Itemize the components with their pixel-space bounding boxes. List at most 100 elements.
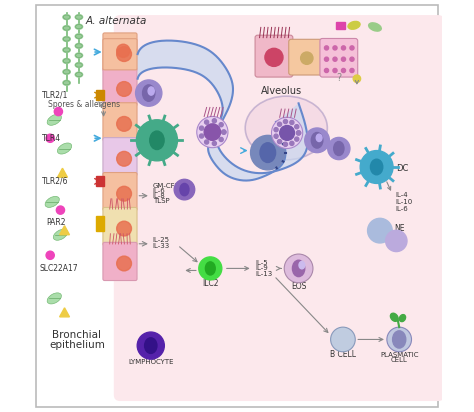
Ellipse shape — [63, 69, 70, 74]
Circle shape — [387, 327, 411, 352]
FancyBboxPatch shape — [96, 90, 104, 100]
Polygon shape — [60, 226, 70, 235]
Text: SLC22A17: SLC22A17 — [40, 264, 79, 273]
Ellipse shape — [260, 143, 275, 162]
Circle shape — [341, 68, 346, 73]
Ellipse shape — [391, 313, 398, 321]
Ellipse shape — [372, 223, 388, 238]
Circle shape — [205, 140, 209, 144]
Circle shape — [117, 256, 131, 271]
Text: epithelium: epithelium — [49, 340, 105, 350]
Circle shape — [136, 80, 162, 106]
Text: DC: DC — [396, 164, 409, 173]
Circle shape — [283, 142, 288, 146]
Ellipse shape — [75, 72, 82, 77]
Circle shape — [272, 117, 303, 148]
Circle shape — [350, 68, 354, 73]
FancyBboxPatch shape — [103, 68, 137, 106]
Ellipse shape — [47, 114, 62, 125]
Circle shape — [204, 124, 220, 140]
Circle shape — [277, 140, 282, 144]
Circle shape — [174, 179, 195, 200]
Ellipse shape — [75, 53, 82, 58]
Circle shape — [117, 44, 130, 57]
Circle shape — [222, 130, 226, 134]
Text: AM: AM — [254, 156, 265, 165]
Circle shape — [197, 117, 228, 147]
Circle shape — [117, 186, 131, 201]
Ellipse shape — [63, 47, 70, 52]
Ellipse shape — [63, 80, 70, 85]
Bar — [336, 22, 345, 29]
Text: IL-33: IL-33 — [153, 243, 170, 249]
Circle shape — [117, 117, 131, 131]
Ellipse shape — [316, 134, 322, 142]
Circle shape — [341, 57, 346, 61]
Circle shape — [290, 141, 294, 145]
Circle shape — [367, 218, 392, 243]
Ellipse shape — [63, 26, 70, 30]
Circle shape — [284, 254, 313, 283]
Circle shape — [200, 134, 204, 138]
Circle shape — [199, 257, 222, 280]
Text: Spores & allergens: Spores & allergens — [48, 100, 120, 109]
Circle shape — [295, 137, 299, 141]
Circle shape — [137, 332, 164, 359]
Circle shape — [290, 120, 294, 124]
Circle shape — [46, 251, 55, 260]
Ellipse shape — [145, 338, 157, 353]
Ellipse shape — [53, 229, 68, 240]
Circle shape — [386, 230, 407, 252]
Text: PAR2: PAR2 — [46, 218, 65, 227]
Text: B CELL: B CELL — [330, 350, 356, 359]
Circle shape — [274, 134, 278, 138]
Text: IL-5: IL-5 — [255, 260, 268, 266]
Circle shape — [265, 48, 283, 66]
Ellipse shape — [392, 331, 406, 348]
Ellipse shape — [369, 23, 381, 31]
FancyBboxPatch shape — [36, 5, 438, 407]
Circle shape — [212, 141, 217, 145]
FancyBboxPatch shape — [103, 103, 137, 141]
Text: EOS: EOS — [291, 281, 306, 290]
Circle shape — [117, 221, 131, 236]
Circle shape — [350, 57, 354, 61]
Circle shape — [350, 46, 354, 50]
Ellipse shape — [348, 21, 360, 29]
Circle shape — [277, 122, 282, 126]
Polygon shape — [137, 40, 308, 180]
Polygon shape — [57, 168, 67, 177]
Text: A. alternata: A. alternata — [85, 16, 146, 26]
Circle shape — [212, 119, 217, 123]
Ellipse shape — [334, 142, 344, 155]
Circle shape — [117, 47, 131, 61]
FancyBboxPatch shape — [103, 138, 137, 176]
Circle shape — [325, 57, 328, 61]
Text: TLR2/1: TLR2/1 — [42, 91, 68, 100]
Ellipse shape — [400, 315, 406, 322]
FancyBboxPatch shape — [103, 173, 137, 211]
Ellipse shape — [57, 143, 72, 154]
Ellipse shape — [311, 133, 323, 148]
Text: NE: NE — [395, 224, 405, 233]
Circle shape — [251, 136, 285, 170]
Circle shape — [301, 52, 313, 64]
FancyBboxPatch shape — [289, 39, 325, 75]
Ellipse shape — [245, 96, 328, 160]
FancyBboxPatch shape — [103, 33, 137, 71]
Text: ILC2: ILC2 — [202, 279, 219, 288]
Text: Bronchial: Bronchial — [52, 330, 101, 340]
Circle shape — [297, 131, 301, 135]
Ellipse shape — [47, 293, 62, 304]
Ellipse shape — [45, 197, 59, 207]
Ellipse shape — [150, 131, 164, 150]
Ellipse shape — [75, 43, 82, 48]
Circle shape — [283, 119, 288, 124]
Ellipse shape — [205, 262, 215, 275]
Text: IL-8: IL-8 — [153, 193, 165, 199]
Ellipse shape — [63, 37, 70, 42]
Ellipse shape — [63, 59, 70, 63]
Ellipse shape — [63, 15, 70, 20]
FancyBboxPatch shape — [320, 38, 358, 77]
Text: IL-6: IL-6 — [153, 188, 165, 194]
